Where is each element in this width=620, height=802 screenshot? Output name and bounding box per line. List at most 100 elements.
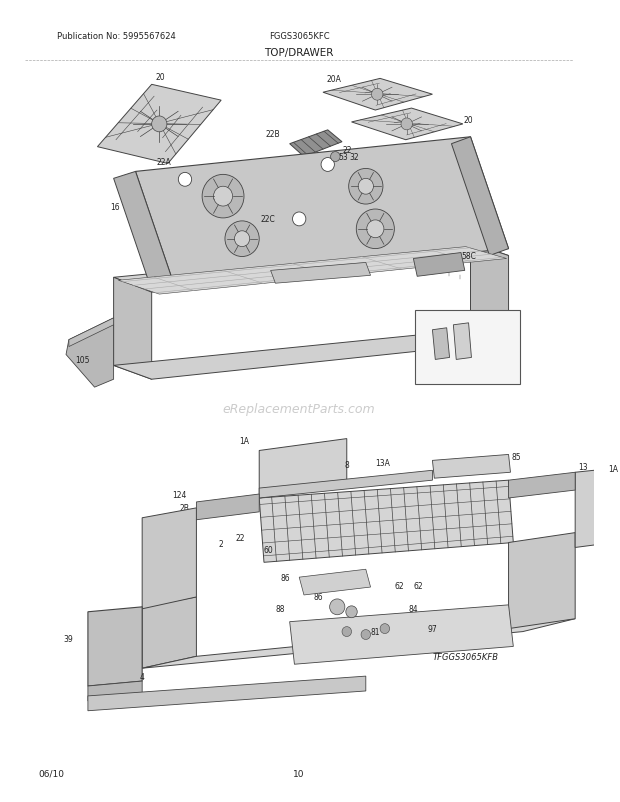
Circle shape <box>371 89 383 101</box>
Circle shape <box>380 624 389 634</box>
Polygon shape <box>508 472 575 498</box>
Text: 10: 10 <box>293 768 305 778</box>
Text: 32: 32 <box>350 153 359 162</box>
Text: 2B: 2B <box>180 504 190 512</box>
Bar <box>415 310 520 385</box>
Circle shape <box>348 169 383 205</box>
Text: 60: 60 <box>264 545 273 554</box>
Circle shape <box>321 158 334 172</box>
Circle shape <box>152 117 167 132</box>
Polygon shape <box>453 323 471 360</box>
Polygon shape <box>259 439 347 498</box>
Text: 8: 8 <box>344 460 349 469</box>
Text: a: a <box>234 237 239 242</box>
Text: 20: 20 <box>464 116 474 125</box>
Circle shape <box>361 630 371 640</box>
Circle shape <box>179 173 192 187</box>
Text: eReplacementParts.com: eReplacementParts.com <box>223 403 376 416</box>
Text: 20A: 20A <box>327 75 342 83</box>
Polygon shape <box>271 263 371 284</box>
Text: 8: 8 <box>428 320 433 329</box>
Text: 16: 16 <box>110 202 120 211</box>
Polygon shape <box>88 607 142 687</box>
Circle shape <box>234 232 250 247</box>
Text: 124: 124 <box>580 474 594 483</box>
Text: TFGGS3065KFB: TFGGS3065KFB <box>433 652 499 661</box>
Circle shape <box>358 179 373 195</box>
Circle shape <box>293 213 306 226</box>
Circle shape <box>346 606 357 618</box>
Text: 22: 22 <box>236 533 245 542</box>
Text: 4: 4 <box>140 672 144 681</box>
Text: 22B: 22B <box>265 130 280 139</box>
Polygon shape <box>113 243 508 293</box>
Circle shape <box>330 599 345 615</box>
Polygon shape <box>142 508 197 609</box>
Text: 13: 13 <box>578 462 588 472</box>
Text: 58C: 58C <box>461 252 476 261</box>
Text: 22C: 22C <box>260 215 275 224</box>
Text: 48: 48 <box>426 318 435 327</box>
Text: 124: 124 <box>172 490 187 499</box>
Text: 22A: 22A <box>156 158 171 167</box>
Text: 88: 88 <box>275 605 285 614</box>
Text: 39: 39 <box>63 634 73 643</box>
Polygon shape <box>69 318 113 347</box>
Polygon shape <box>136 138 508 284</box>
Polygon shape <box>290 605 513 664</box>
Circle shape <box>213 187 232 207</box>
Polygon shape <box>88 681 142 701</box>
Circle shape <box>401 119 412 131</box>
Polygon shape <box>508 533 575 629</box>
Polygon shape <box>290 131 342 157</box>
Text: TOP/DRAWER: TOP/DRAWER <box>265 47 334 58</box>
Text: 1A: 1A <box>608 464 619 473</box>
Text: 80: 80 <box>180 513 190 523</box>
Circle shape <box>330 152 340 162</box>
Text: 57: 57 <box>471 318 480 327</box>
Text: 20: 20 <box>156 73 165 82</box>
Polygon shape <box>142 597 197 668</box>
Polygon shape <box>432 328 450 360</box>
Text: 81: 81 <box>371 627 380 636</box>
Text: 2: 2 <box>219 539 224 549</box>
Text: 06/10: 06/10 <box>38 768 64 778</box>
Polygon shape <box>414 253 465 277</box>
Polygon shape <box>97 85 221 164</box>
Polygon shape <box>259 471 432 498</box>
Polygon shape <box>113 278 152 380</box>
Text: b: b <box>368 226 372 233</box>
Text: 86: 86 <box>280 573 290 582</box>
Text: 85: 85 <box>512 452 521 461</box>
Polygon shape <box>299 569 371 595</box>
Text: 22: 22 <box>343 146 352 155</box>
Polygon shape <box>432 455 510 479</box>
Polygon shape <box>113 330 508 380</box>
Polygon shape <box>142 619 575 668</box>
Polygon shape <box>352 109 463 140</box>
Text: 62: 62 <box>394 581 404 589</box>
Text: 97: 97 <box>428 624 437 634</box>
Text: 13A: 13A <box>376 458 391 468</box>
Polygon shape <box>575 468 613 548</box>
Text: a: a <box>213 192 218 201</box>
Polygon shape <box>118 247 507 295</box>
Polygon shape <box>323 79 432 111</box>
Text: Publication No: 5995567624: Publication No: 5995567624 <box>56 32 175 41</box>
Circle shape <box>342 627 352 637</box>
Polygon shape <box>451 138 508 256</box>
Circle shape <box>202 175 244 219</box>
Polygon shape <box>471 243 508 342</box>
Polygon shape <box>259 480 513 562</box>
Text: 84: 84 <box>409 605 419 614</box>
Polygon shape <box>113 172 174 291</box>
Text: 62: 62 <box>414 581 423 589</box>
Circle shape <box>367 221 384 238</box>
Circle shape <box>356 210 394 249</box>
Polygon shape <box>88 676 366 711</box>
Polygon shape <box>66 318 113 387</box>
Text: 86: 86 <box>313 593 323 602</box>
Text: 53: 53 <box>338 153 348 162</box>
Polygon shape <box>197 494 259 520</box>
Text: 105: 105 <box>75 355 89 364</box>
